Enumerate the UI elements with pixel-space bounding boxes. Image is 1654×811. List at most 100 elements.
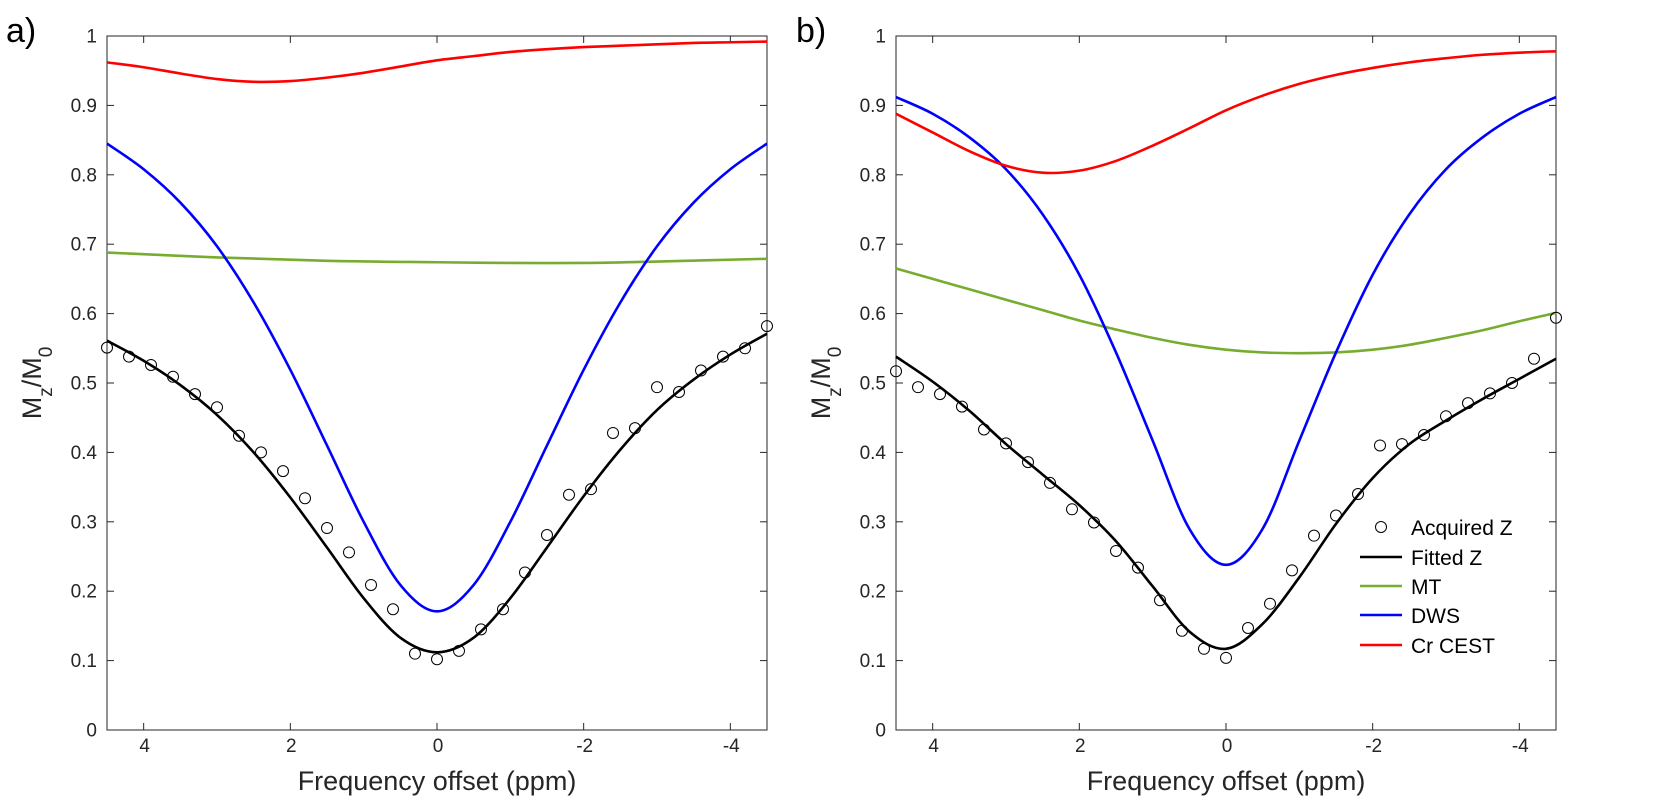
data-point-acquired-z xyxy=(1396,438,1408,451)
y-tick-label: 0.1 xyxy=(71,651,97,672)
data-point-acquired-z xyxy=(563,488,575,501)
y-tick-label: 1 xyxy=(86,27,97,48)
y-axis-label: Mz/M0 xyxy=(17,347,57,420)
plot-area-frame xyxy=(106,35,768,731)
data-point-acquired-z xyxy=(1550,311,1562,324)
data-point-acquired-z xyxy=(1066,503,1078,516)
x-tick-label: -4 xyxy=(1512,736,1529,757)
data-point-acquired-z xyxy=(1000,437,1012,450)
data-point-acquired-z xyxy=(1374,439,1386,452)
x-tick-labels: 4 2 0 -2 -4 xyxy=(928,736,1529,757)
y-tick-label: 0.2 xyxy=(71,582,97,603)
panel-a: a) 0 0.1 0.2 0.3 0.4 0.5 0.6 0.7 0.8 0.9… xyxy=(6,12,773,796)
y-tick-label: 0.6 xyxy=(71,304,97,325)
data-point-acquired-z xyxy=(1110,544,1122,557)
data-point-acquired-z xyxy=(1220,651,1232,664)
data-point-acquired-z xyxy=(541,528,553,541)
y-tick-label: 0.3 xyxy=(860,512,886,533)
x-tick-label: 2 xyxy=(1075,736,1086,757)
data-point-acquired-z xyxy=(365,578,377,591)
data-point-acquired-z xyxy=(1352,488,1364,501)
data-point-acquired-z xyxy=(695,364,707,377)
x-tick-label: 0 xyxy=(433,736,444,757)
data-point-acquired-z xyxy=(1528,352,1540,365)
legend-label: Acquired Z xyxy=(1411,517,1513,540)
data-point-acquired-z xyxy=(673,386,685,399)
y-tick-labels: 0 0.1 0.2 0.3 0.4 0.5 0.6 0.7 0.8 0.9 1 xyxy=(71,27,98,742)
data-point-acquired-z xyxy=(409,647,421,660)
data-point-acquired-z xyxy=(343,546,355,559)
panel-label: a) xyxy=(6,12,36,50)
data-point-acquired-z xyxy=(189,388,201,401)
x-tick-label: 4 xyxy=(139,736,150,757)
series-line-cr-cest xyxy=(895,49,1557,175)
data-point-acquired-z xyxy=(1418,429,1430,442)
series-layer xyxy=(101,40,773,666)
data-point-acquired-z xyxy=(1044,476,1056,489)
series-line-cr-cest xyxy=(106,40,768,84)
data-point-acquired-z xyxy=(431,653,443,666)
y-tick-label: 0.4 xyxy=(71,443,98,464)
x-tick-label: -2 xyxy=(1365,736,1382,757)
y-tick-label: 0.9 xyxy=(71,96,97,117)
y-tick-labels: 0 0.1 0.2 0.3 0.4 0.5 0.6 0.7 0.8 0.9 1 xyxy=(860,27,887,742)
data-point-acquired-z xyxy=(761,320,773,333)
data-point-acquired-z xyxy=(453,644,465,657)
data-point-acquired-z xyxy=(956,400,968,413)
data-point-acquired-z xyxy=(585,483,597,496)
data-point-acquired-z xyxy=(1440,410,1452,423)
data-point-acquired-z xyxy=(1506,377,1518,389)
legend-label: DWS xyxy=(1411,605,1460,628)
series-line-dws xyxy=(895,95,1557,567)
data-point-acquired-z xyxy=(978,423,990,436)
y-tick-label: 0.7 xyxy=(860,235,886,256)
data-point-acquired-z xyxy=(321,522,333,535)
data-point-acquired-z xyxy=(1308,529,1320,542)
y-tick-label: 1 xyxy=(875,27,886,48)
data-point-acquired-z xyxy=(387,603,399,616)
y-tick-label: 0 xyxy=(86,721,97,742)
y-tick-label: 0.8 xyxy=(71,165,97,186)
data-point-acquired-z xyxy=(1176,624,1188,637)
x-tick-label: 0 xyxy=(1222,736,1233,757)
data-point-acquired-z xyxy=(1330,509,1342,522)
data-point-acquired-z xyxy=(101,341,113,354)
y-tick-label: 0.5 xyxy=(860,374,886,395)
data-point-acquired-z xyxy=(145,358,157,371)
series-line-mt xyxy=(895,267,1557,355)
series-line-dws xyxy=(106,142,768,613)
data-point-acquired-z xyxy=(912,381,924,394)
plot-area-frame xyxy=(895,35,1557,731)
legend: Acquired Z Fitted Z MT DWS Cr CEST xyxy=(1360,517,1513,658)
x-tick-label: 4 xyxy=(928,736,939,757)
data-point-acquired-z xyxy=(934,388,946,401)
legend-label: Fitted Z xyxy=(1411,547,1482,570)
axis-ticks xyxy=(107,35,767,731)
legend-label: MT xyxy=(1411,576,1441,599)
y-tick-label: 0.9 xyxy=(860,96,886,117)
data-point-acquired-z xyxy=(1154,594,1166,607)
data-point-acquired-z xyxy=(890,365,902,378)
y-tick-label: 0 xyxy=(875,721,886,742)
series-line-fitted-z xyxy=(895,355,1557,651)
y-tick-label: 0.7 xyxy=(71,235,97,256)
panel-b: b) 0 0.1 0.2 0.3 0.4 0.5 0.6 0.7 0.8 0.9… xyxy=(796,12,1562,796)
y-axis-label: Mz/M0 xyxy=(806,347,846,420)
x-axis-label: Frequency offset (ppm) xyxy=(298,766,577,796)
data-point-acquired-z xyxy=(1286,564,1298,577)
series-layer xyxy=(890,49,1562,664)
y-tick-label: 0.5 xyxy=(71,374,97,395)
legend-label: Cr CEST xyxy=(1411,635,1495,658)
data-point-acquired-z xyxy=(299,492,311,505)
data-point-acquired-z xyxy=(475,623,487,636)
x-tick-label: -4 xyxy=(723,736,740,757)
data-point-acquired-z xyxy=(1462,397,1474,410)
y-tick-label: 0.1 xyxy=(860,651,886,672)
y-tick-label: 0.6 xyxy=(860,304,886,325)
data-point-acquired-z xyxy=(629,422,641,435)
data-point-acquired-z xyxy=(1132,561,1144,574)
data-point-acquired-z xyxy=(233,429,245,442)
data-point-acquired-z xyxy=(1022,456,1034,469)
data-point-acquired-z xyxy=(717,350,729,363)
data-point-acquired-z xyxy=(1198,642,1210,655)
